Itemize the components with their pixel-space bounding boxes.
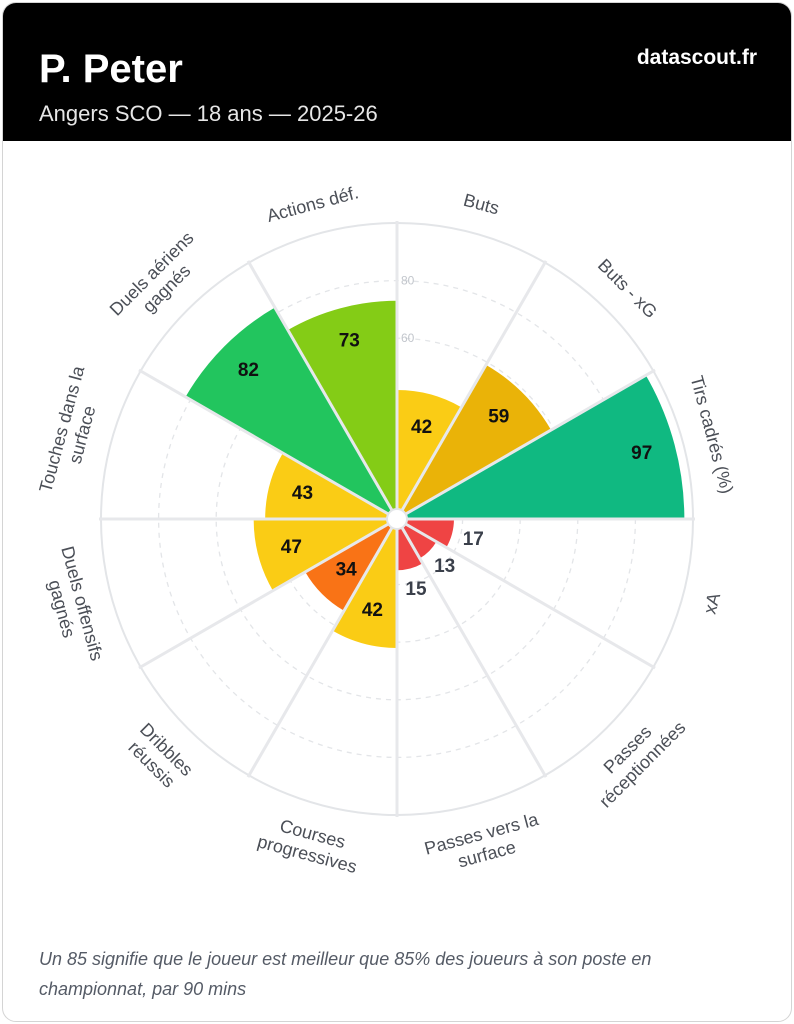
- bar-2: [403, 375, 685, 519]
- chart-bars: [185, 300, 685, 648]
- header-bar: P. Peter Angers SCO — 18 ans — 2025-26 d…: [3, 3, 791, 141]
- percentile-polar-chart: 42 Buts 59 Buts - xG 97 Tirs cadrés (%) 17 xA 13…: [35, 182, 738, 877]
- value-label: 15: [405, 579, 427, 600]
- value-label: 59: [488, 407, 509, 428]
- value-label: 17: [463, 529, 484, 550]
- category-label-group: Actions déf.: [265, 182, 361, 226]
- bar-3: [403, 519, 454, 548]
- bar-4: [401, 523, 437, 559]
- ring-tick-label: 80: [401, 274, 415, 288]
- bar-1: [401, 364, 552, 515]
- category-label: Actions déf.: [265, 182, 361, 226]
- center-hub: [386, 508, 408, 530]
- value-label: 13: [434, 556, 455, 577]
- bar-9: [265, 453, 391, 519]
- value-label: 34: [336, 559, 358, 580]
- value-label: 97: [631, 443, 652, 464]
- bar-6: [332, 525, 397, 648]
- bar-5: [397, 525, 423, 571]
- spoke-line: [246, 260, 395, 513]
- category-label-group: Tirs cadrés (%): [687, 373, 738, 495]
- spoke-line: [403, 521, 656, 670]
- spoke-line: [138, 521, 391, 670]
- category-label: xA: [700, 591, 725, 616]
- spoke-line: [399, 260, 548, 513]
- spoke-line: [138, 368, 391, 517]
- player-name: P. Peter: [39, 47, 183, 91]
- category-label: Buts: [461, 190, 501, 219]
- bar-0: [397, 390, 462, 513]
- value-label: 42: [411, 417, 432, 438]
- value-label: 42: [362, 600, 383, 621]
- spoke-line: [403, 368, 656, 517]
- value-label: 82: [238, 360, 259, 381]
- bar-8: [253, 519, 391, 591]
- brand-link[interactable]: datascout.fr: [636, 46, 757, 69]
- ring-tick-label: 60: [401, 331, 415, 345]
- footnote: Un 85 signifie que le joueur est meilleu…: [39, 949, 652, 999]
- value-label: 73: [339, 331, 360, 352]
- spoke-line: [399, 525, 548, 778]
- bar-11: [287, 300, 397, 513]
- category-label: Tirs cadrés (%): [687, 373, 738, 495]
- spoke-line: [246, 525, 395, 778]
- category-label: Buts - xG: [594, 255, 661, 322]
- value-label: 47: [281, 537, 302, 558]
- category-label-group: xA: [700, 591, 725, 616]
- bar-7: [305, 523, 393, 611]
- category-label-group: Buts - xG: [594, 255, 661, 322]
- bar-10: [185, 307, 393, 515]
- category-label-group: Buts: [461, 190, 501, 219]
- value-label: 43: [292, 483, 313, 504]
- player-subtitle: Angers SCO — 18 ans — 2025-26: [39, 101, 378, 126]
- chart-spokes: [99, 221, 695, 817]
